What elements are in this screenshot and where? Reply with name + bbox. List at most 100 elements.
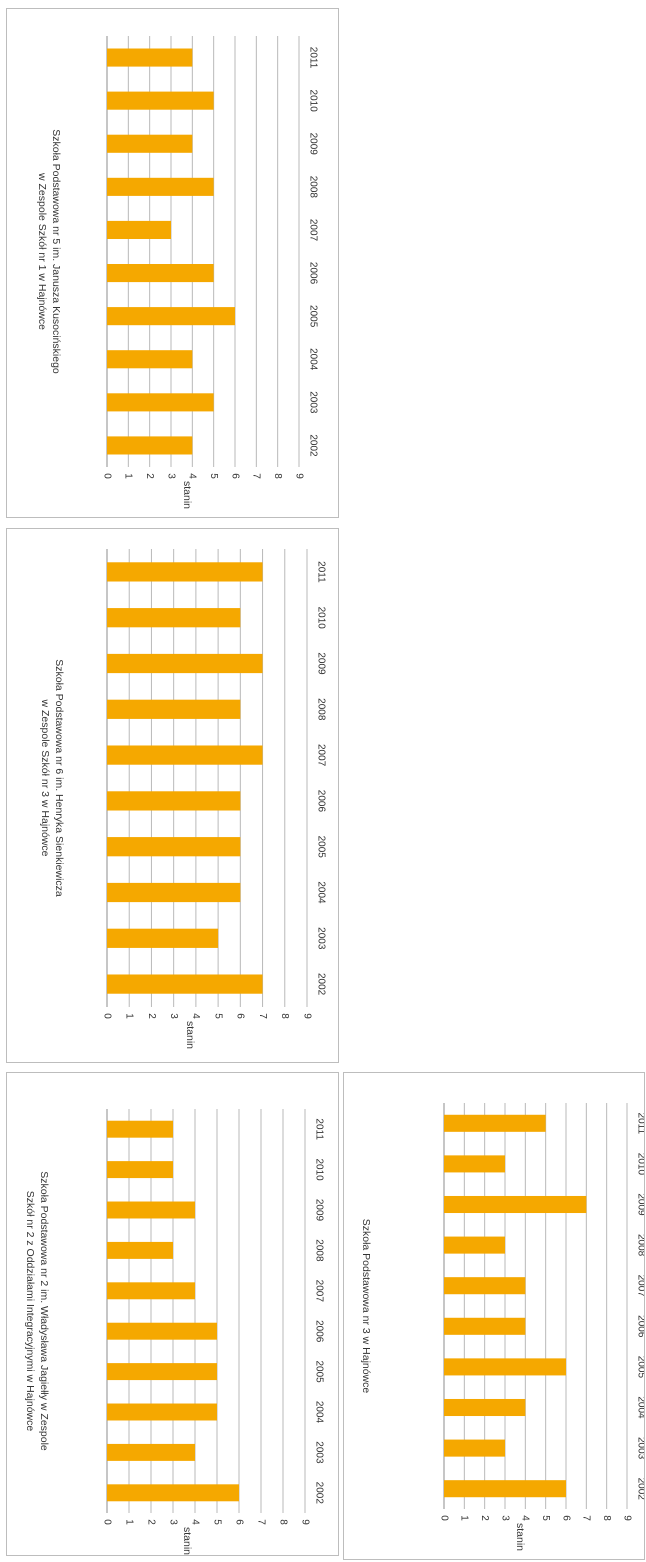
x-tick-label-2007: 2007 <box>635 1275 645 1298</box>
bar-2009 <box>107 1201 195 1219</box>
y-tick-label-1: 1 <box>124 1013 135 1019</box>
y-tick-label-1: 1 <box>459 1515 470 1521</box>
y-tick-label-3: 3 <box>165 473 176 479</box>
y-tick-label-2: 2 <box>146 1013 157 1019</box>
bar-2007 <box>107 220 171 240</box>
x-tick-label-2008: 2008 <box>315 698 326 721</box>
y-tick-label-4: 4 <box>190 1013 201 1019</box>
bar-2003 <box>107 393 214 412</box>
chart-title-line-2: w Zespole Szkół nr 3 w Hajnówce <box>39 699 51 857</box>
chart-title-line-2: Szkół nr 2 z Oddziałami Integracyjnymi w… <box>24 1191 36 1432</box>
x-tick-label-2007: 2007 <box>307 219 318 242</box>
bar-2011 <box>107 1120 173 1138</box>
x-tick-label-2006: 2006 <box>307 262 318 285</box>
bar-2006 <box>444 1317 526 1335</box>
y-tick-label-9: 9 <box>299 1519 310 1525</box>
bar-2010 <box>107 608 241 628</box>
x-tick-label-2002: 2002 <box>313 1482 324 1505</box>
y-axis-title: stanin <box>514 1523 526 1551</box>
x-tick-label-2002: 2002 <box>635 1478 645 1501</box>
x-tick-label-2011: 2011 <box>307 47 318 69</box>
y-tick-label-7: 7 <box>251 473 262 479</box>
bar-2005 <box>107 837 241 857</box>
x-tick-label-2004: 2004 <box>315 881 326 904</box>
chart-title-line-1: Szkoła Podstawowa nr 5 im. Janusza Kusoc… <box>50 129 62 374</box>
chart-panel-sp2: 0 1 2 3 4 5 6 7 8 9 2002 2003 2004 2005 2006 2007 2008 20… <box>6 1072 339 1556</box>
bar-2002 <box>107 436 193 455</box>
x-tick-label-2009: 2009 <box>635 1193 645 1216</box>
x-tick-label-2006: 2006 <box>315 790 326 813</box>
y-tick-label-6: 6 <box>235 1013 246 1019</box>
bar-2010 <box>107 1161 173 1179</box>
x-tick-label-2008: 2008 <box>635 1234 645 1257</box>
y-tick-label-9: 9 <box>301 1013 312 1019</box>
y-tick-label-5: 5 <box>212 1013 223 1019</box>
y-axis-title: stanin <box>181 481 193 509</box>
x-tick-label-2005: 2005 <box>315 836 326 859</box>
x-tick-label-2010: 2010 <box>313 1158 324 1181</box>
x-tick-label-2005: 2005 <box>313 1360 324 1383</box>
x-tick-label-2011: 2011 <box>315 561 326 583</box>
x-tick-label-2006: 2006 <box>635 1315 645 1338</box>
chart-panel-sp3: 0 1 2 3 4 5 6 7 8 9 2002 2003 2004 2005 2006 2007 2008 20… <box>343 1072 645 1560</box>
bar-2007 <box>107 1282 195 1300</box>
y-tick-label-0: 0 <box>101 473 112 479</box>
x-tick-label-2009: 2009 <box>315 652 326 675</box>
y-tick-label-6: 6 <box>233 1519 244 1525</box>
y-tick-label-7: 7 <box>581 1515 592 1521</box>
bar-2006 <box>107 791 241 811</box>
x-tick-label-2009: 2009 <box>313 1199 324 1222</box>
x-tick-label-2004: 2004 <box>307 348 318 371</box>
chart-panel-sp6: 0 1 2 3 4 5 6 7 8 9 2002 2003 2004 2005 2006 2007 2008 20… <box>6 528 339 1063</box>
x-tick-label-2006: 2006 <box>313 1320 324 1343</box>
y-tick-label-8: 8 <box>279 1013 290 1019</box>
x-tick-label-2010: 2010 <box>307 90 318 113</box>
y-tick-label-0: 0 <box>101 1519 112 1525</box>
y-tick-label-1: 1 <box>123 473 134 479</box>
bar-2005 <box>107 307 235 326</box>
y-axis-title: stanin <box>184 1021 196 1049</box>
chart-sp5: 0 1 2 3 4 5 6 7 8 9 2002 2003 2004 2005 2006 2007 2008 20… <box>36 36 338 509</box>
bar-2002 <box>444 1480 566 1498</box>
chart-title-line-1: Szkoła Podstawowa nr 2 im. Władysława Ja… <box>38 1171 50 1451</box>
x-tick-label-2003: 2003 <box>313 1441 324 1464</box>
bar-2008 <box>107 177 214 196</box>
bar-2008 <box>107 1241 173 1259</box>
bar-2004 <box>444 1398 526 1417</box>
y-tick-label-1: 1 <box>123 1519 134 1525</box>
y-tick-label-7: 7 <box>255 1519 266 1525</box>
y-tick-label-8: 8 <box>277 1519 288 1525</box>
bar-2008 <box>444 1236 505 1254</box>
bar-2006 <box>107 1322 217 1340</box>
bar-2007 <box>107 745 263 765</box>
y-tick-label-5: 5 <box>540 1515 551 1521</box>
x-tick-label-2003: 2003 <box>307 391 318 414</box>
x-tick-label-2003: 2003 <box>315 927 326 950</box>
x-tick-label-2007: 2007 <box>313 1280 324 1303</box>
bar-2009 <box>107 653 263 674</box>
chart-title-line-1: Szkoła Podstawowa nr 3 w Hajnówce <box>360 1219 372 1394</box>
bar-2003 <box>107 1443 195 1461</box>
y-tick-label-6: 6 <box>229 473 240 479</box>
x-tick-label-2002: 2002 <box>315 973 326 996</box>
y-tick-label-3: 3 <box>167 1519 178 1525</box>
y-tick-label-4: 4 <box>189 1519 200 1525</box>
x-tick-label-2003: 2003 <box>635 1437 645 1460</box>
x-tick-label-2004: 2004 <box>635 1396 645 1419</box>
y-tick-label-6: 6 <box>560 1515 571 1521</box>
y-tick-label-3: 3 <box>499 1515 510 1521</box>
bar-2002 <box>107 974 263 994</box>
x-tick-label-2010: 2010 <box>635 1153 645 1176</box>
y-tick-label-2: 2 <box>479 1515 490 1521</box>
x-tick-label-2008: 2008 <box>313 1239 324 1262</box>
y-axis-title: stanin <box>181 1527 193 1555</box>
chart-title-line-2: w Zespole Szkół nr 1 w Hajnówce <box>36 172 48 330</box>
x-tick-label-2005: 2005 <box>635 1356 645 1379</box>
bar-2005 <box>107 1363 217 1381</box>
x-tick-label-2011: 2011 <box>313 1118 324 1140</box>
x-tick-label-2007: 2007 <box>315 744 326 767</box>
chart-sp2: 0 1 2 3 4 5 6 7 8 9 2002 2003 2004 2005 2006 2007 2008 20… <box>24 1109 324 1555</box>
bar-2010 <box>107 91 214 110</box>
bar-2004 <box>107 350 193 369</box>
y-tick-label-2: 2 <box>144 473 155 479</box>
